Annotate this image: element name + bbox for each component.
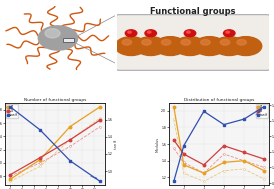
Legend: G', G", tan δ: G', G", tan δ (256, 104, 268, 118)
Text: Functional groups: Functional groups (150, 8, 236, 16)
Circle shape (142, 40, 151, 45)
Circle shape (226, 31, 230, 33)
Circle shape (230, 37, 262, 56)
Circle shape (38, 26, 78, 50)
Circle shape (115, 37, 147, 56)
Circle shape (174, 37, 206, 56)
Circle shape (128, 31, 131, 33)
Circle shape (145, 30, 156, 37)
Circle shape (147, 31, 151, 33)
Circle shape (184, 30, 196, 37)
Circle shape (194, 37, 226, 56)
Circle shape (224, 30, 235, 37)
Circle shape (220, 40, 230, 45)
Circle shape (181, 40, 190, 45)
Circle shape (125, 30, 137, 37)
FancyBboxPatch shape (63, 38, 74, 42)
Title: Distribution of functional groups: Distribution of functional groups (184, 98, 254, 102)
FancyBboxPatch shape (116, 15, 270, 70)
Title: Number of functional groups: Number of functional groups (24, 98, 86, 102)
Circle shape (201, 40, 210, 45)
Circle shape (237, 40, 246, 45)
Circle shape (155, 37, 186, 56)
Circle shape (45, 29, 60, 38)
Circle shape (213, 37, 245, 56)
Circle shape (135, 37, 167, 56)
Circle shape (122, 40, 132, 45)
Circle shape (187, 31, 190, 33)
Y-axis label: Modulus: Modulus (156, 136, 160, 152)
Legend: G', G", tan δ: G', G", tan δ (6, 104, 18, 118)
Y-axis label: tan δ: tan δ (114, 139, 118, 149)
Circle shape (161, 40, 171, 45)
